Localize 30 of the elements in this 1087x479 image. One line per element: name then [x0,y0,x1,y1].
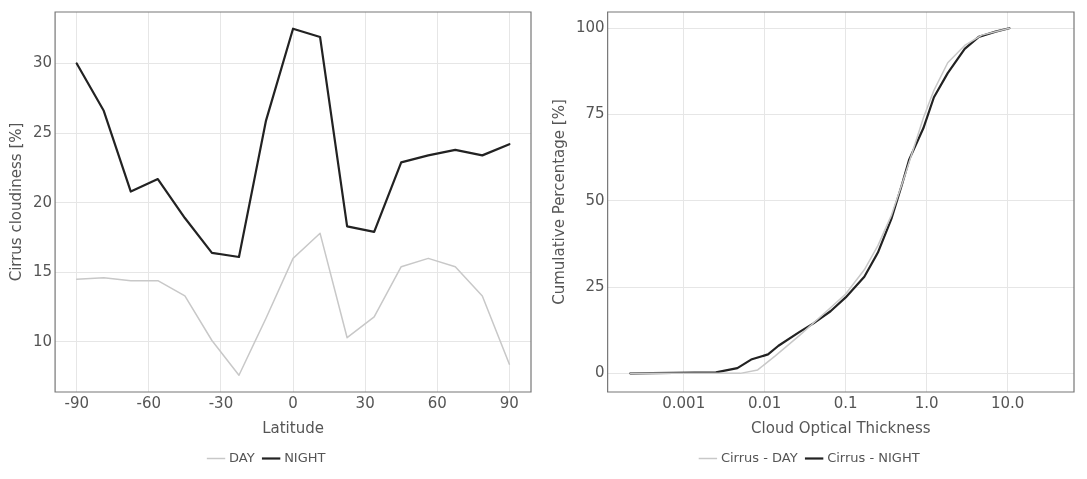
x-tick-label: 0.01 [747,393,782,412]
y-tick-label: 30 [32,53,53,72]
x-tick-label: 90 [499,393,519,412]
x-tick-label: -30 [208,393,234,412]
y-tick-label: 0 [595,363,605,382]
y-tick-label: 100 [575,18,605,37]
y-tick-label: 20 [32,192,53,211]
x-tick-label: 0.001 [662,393,706,412]
x-tick-label: 0 [288,393,298,412]
legend-label: NIGHT [284,449,326,465]
y-tick-label: 10 [32,331,53,350]
legend-label: Cirrus - NIGHT [827,449,920,465]
y-tick-label: 25 [585,276,605,295]
x-tick-label: 30 [355,393,375,412]
y-tick-label: 15 [32,262,53,281]
y-axis-title: Cumulative Percentage [%] [549,99,568,305]
y-tick-label: 50 [585,190,605,209]
y-axis-title: Cirrus cloudiness [%] [6,122,25,282]
x-tick-label: -60 [136,393,162,412]
x-tick-label: 10.0 [990,393,1025,412]
x-tick-label: 60 [427,393,447,412]
x-tick-label: -90 [64,393,89,412]
x-tick-label: 1.0 [914,393,939,412]
legend-label: DAY [229,449,255,465]
y-tick-label: 25 [32,122,53,141]
y-tick-label: 75 [585,104,605,123]
x-tick-label: 0.1 [833,393,858,412]
legend-label: Cirrus - DAY [720,449,798,465]
x-axis-title: Latitude [262,418,324,437]
x-axis-title: Cloud Optical Thickness [751,418,931,437]
